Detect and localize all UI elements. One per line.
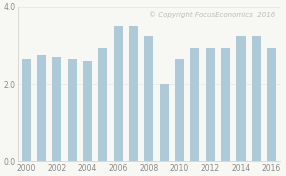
Bar bbox=[144, 36, 154, 161]
Bar bbox=[98, 48, 108, 161]
Bar bbox=[252, 36, 261, 161]
Bar bbox=[160, 84, 169, 161]
Text: © Copyright FocusEconomics  2016: © Copyright FocusEconomics 2016 bbox=[148, 12, 275, 18]
Bar bbox=[83, 61, 92, 161]
Bar bbox=[21, 59, 31, 161]
Bar bbox=[67, 59, 77, 161]
Bar bbox=[221, 48, 230, 161]
Bar bbox=[37, 55, 46, 161]
Bar bbox=[190, 48, 200, 161]
Bar bbox=[236, 36, 245, 161]
Bar bbox=[114, 26, 123, 161]
Bar bbox=[129, 26, 138, 161]
Bar bbox=[267, 48, 276, 161]
Bar bbox=[175, 59, 184, 161]
Bar bbox=[206, 48, 215, 161]
Bar bbox=[52, 57, 61, 161]
